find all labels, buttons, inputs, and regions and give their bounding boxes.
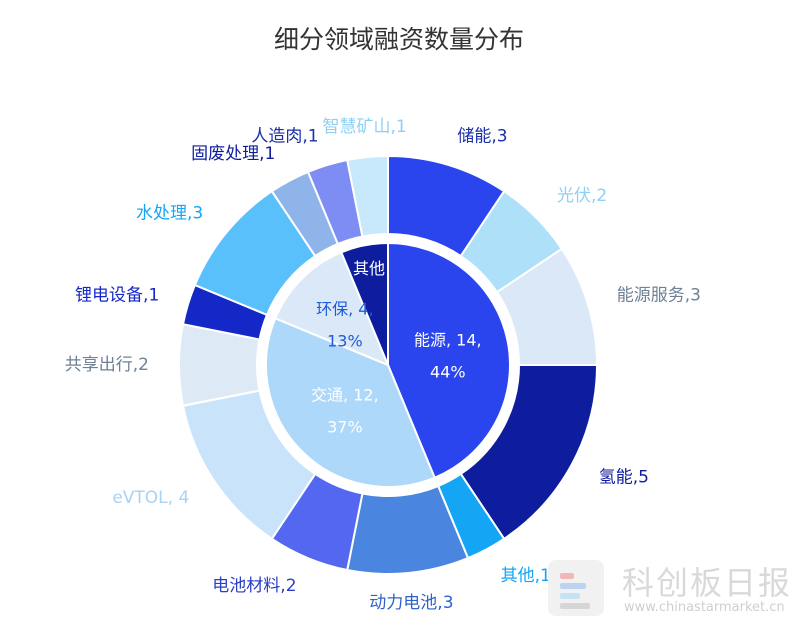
outer-labels: 储能,3 光伏,2 能源服务,3 氢能,5 其他,1 动力电池,3 电池材料,2 eVTOL,… xyxy=(65,117,701,613)
outer-label-1: 光伏,2 xyxy=(557,186,607,206)
inner-labels: 能源, 14, 44% 交通, 12, 37% 环保, 4, 13% 其他 xyxy=(311,259,482,437)
inner-pie xyxy=(265,241,511,488)
inner-slice-1 xyxy=(265,317,436,488)
outer-label-0: 储能,3 xyxy=(457,126,507,146)
watermark-title: 科创板日报 xyxy=(622,564,793,602)
inner-label-0: 能源, 14, xyxy=(414,331,482,350)
inner-pct-0: 44% xyxy=(430,363,466,382)
outer-label-6: 电池材料,2 xyxy=(212,576,296,596)
outer-label-10: 水处理,3 xyxy=(136,203,203,223)
outer-label-8: 共享出行,2 xyxy=(65,355,149,375)
outer-label-9: 锂电设备,1 xyxy=(75,286,159,306)
outer-label-5: 动力电池,3 xyxy=(369,593,453,613)
watermark-logo-icon xyxy=(548,560,604,616)
watermark-url: www.chinastarmarket.cn xyxy=(624,600,785,615)
inner-slice-0 xyxy=(387,241,511,480)
inner-label-3: 其他 xyxy=(353,259,385,278)
outer-label-11: 固废处理,1 xyxy=(191,144,275,164)
watermark: 科创板日报 www.chinastarmarket.cn xyxy=(548,552,798,631)
inner-pct-2: 13% xyxy=(327,331,363,350)
inner-label-1: 交通, 12, xyxy=(311,386,379,405)
inner-slice-2 xyxy=(273,250,390,367)
outer-label-3: 氢能,5 xyxy=(599,468,649,488)
chart-title: 细分领域融资数量分布 xyxy=(274,25,524,54)
inner-label-2: 环保, 4, xyxy=(316,299,373,318)
inner-slice-3 xyxy=(340,241,389,366)
outer-label-13: 智慧矿山,1 xyxy=(322,117,406,137)
outer-slice-13 xyxy=(346,154,389,238)
outer-ring xyxy=(178,154,599,575)
outer-label-2: 能源服务,3 xyxy=(617,286,701,306)
inner-pct-1: 37% xyxy=(327,418,363,437)
outer-label-7: eVTOL, 4 xyxy=(112,488,189,508)
outer-label-4: 其他,1 xyxy=(501,566,551,586)
outer-label-12: 人造肉,1 xyxy=(251,126,318,146)
